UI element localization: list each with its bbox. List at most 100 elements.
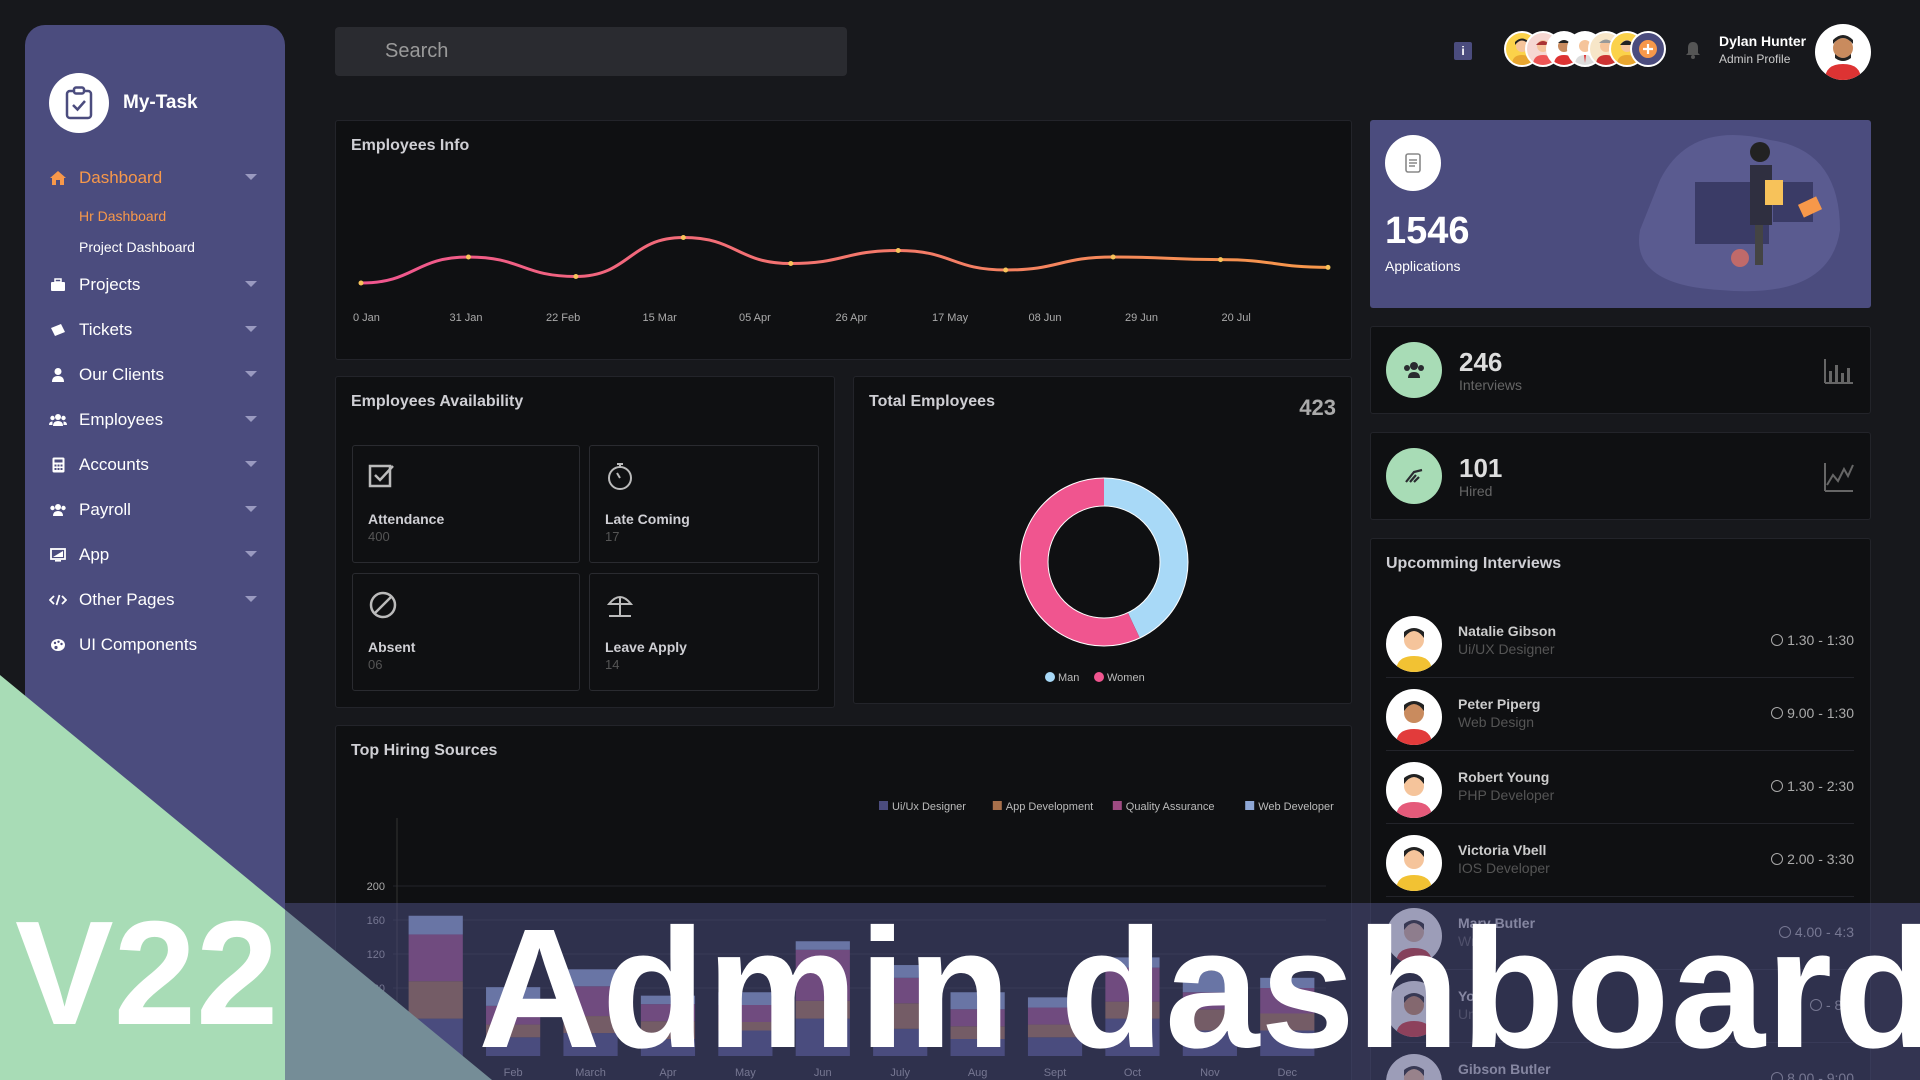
donut-outline [1019, 477, 1189, 647]
interviewee-role: Web Design [1458, 714, 1535, 730]
late-coming-label: Late Coming [605, 511, 690, 527]
attendance-box[interactable]: Attendance 400 [352, 445, 580, 563]
line-point [1218, 257, 1224, 263]
sidebar-item-label: Employees [79, 409, 164, 429]
sidebar-item-ui-components[interactable]: UI Components [25, 622, 285, 667]
user-avatar[interactable] [1815, 24, 1871, 80]
sidebar-item-employees[interactable]: Employees [25, 397, 285, 442]
legend-marker [992, 801, 1002, 810]
chevron-down-icon [245, 174, 257, 180]
chevron-down-icon [245, 326, 257, 332]
legend-label: Man [1058, 672, 1079, 684]
interviews-value: 246 [1459, 347, 1503, 377]
users-icon [49, 502, 67, 518]
users-icon [49, 412, 67, 428]
legend-label: Quality Assurance [1126, 801, 1215, 813]
sidebar-nav: Dashboard Hr Dashboard Project Dashboard… [25, 155, 285, 667]
sidebar-item-app[interactable]: App [25, 532, 285, 577]
search-input[interactable] [335, 27, 847, 76]
absent-value: 06 [368, 657, 383, 672]
legend-label: App Development [1006, 801, 1093, 813]
legend-label: Web Developer [1258, 801, 1334, 813]
x-tick-label: 26 Apr [836, 312, 868, 324]
x-tick-label: 05 Apr [739, 312, 771, 324]
sidebar-item-label: Our Clients [79, 364, 165, 384]
employees-info-chart[interactable]: 0 Jan 31 Jan 22 Feb 15 Mar 05 Apr 26 Apr 17 Ma… [336, 121, 1353, 361]
late-coming-value: 17 [605, 529, 620, 544]
interview-row[interactable]: Robert Young PHP Developer 1.30 - 2:30 [1386, 751, 1854, 824]
absent-label: Absent [368, 639, 416, 655]
code-icon [49, 592, 67, 608]
late-coming-box[interactable]: Late Coming 17 [589, 445, 819, 563]
line-point [895, 248, 901, 253]
clock-icon [1771, 707, 1784, 719]
interview-time: 9.00 - 1:30 [1771, 705, 1854, 721]
sidebar-subitem-project-dashboard[interactable]: Project Dashboard [79, 238, 195, 255]
calculator-icon [49, 457, 67, 473]
sidebar-item-label: App [79, 544, 110, 564]
clock-icon [1771, 780, 1784, 792]
sidebar-subitem-hr-dashboard[interactable]: Hr Dashboard [79, 207, 167, 224]
legend-label: Women [1107, 672, 1145, 684]
interviewee-role: PHP Developer [1458, 787, 1555, 803]
stopwatch-icon [605, 462, 635, 497]
total-employees-count: 423 [1299, 395, 1336, 420]
sidebar-item-label: Other Pages [79, 589, 175, 609]
line-point [1325, 264, 1331, 270]
interviews-card: 246 Interviews [1370, 326, 1871, 414]
sidebar-item-projects[interactable]: Projects [25, 262, 285, 307]
interview-time: 2.00 - 3:30 [1771, 851, 1854, 867]
gender-donut-chart[interactable]: Man Women [854, 377, 1353, 705]
interview-time-text: 9.00 - 1:30 [1787, 705, 1854, 721]
line-point [680, 235, 686, 240]
total-employees-card: Total Employees 423 Man Women [853, 376, 1352, 704]
donut-slice [1020, 478, 1140, 646]
sidebar-item-other-pages[interactable]: Other Pages [25, 577, 285, 622]
beach-umbrella-icon [605, 590, 635, 625]
leave-apply-box[interactable]: Leave Apply 14 [589, 573, 819, 691]
chevron-down-icon [245, 416, 257, 422]
absent-box[interactable]: Absent 06 [352, 573, 580, 691]
legend-marker [1045, 672, 1055, 682]
applications-value: 1546 [1385, 210, 1470, 252]
line-point [1003, 267, 1009, 273]
sidebar-item-payroll[interactable]: Payroll [25, 487, 285, 532]
checkbox-icon [368, 462, 396, 495]
interview-row[interactable]: Victoria Vbell IOS Developer 2.00 - 3:30 [1386, 824, 1854, 897]
interview-time-text: 1.30 - 1:30 [1787, 632, 1854, 648]
ticket-icon [49, 322, 67, 338]
sidebar-item-our-clients[interactable]: Our Clients [25, 352, 285, 397]
team-avatars[interactable] [1504, 31, 1666, 67]
bell-icon[interactable] [1684, 40, 1702, 65]
app-logo[interactable]: My-Task [49, 73, 198, 133]
line-point [1110, 254, 1116, 260]
interviewee-role: Ui/UX Designer [1458, 641, 1555, 657]
line-point [573, 274, 579, 279]
sidebar-item-dashboard[interactable]: Dashboard [25, 155, 285, 200]
sidebar-item-label: Payroll [79, 499, 131, 519]
chevron-down-icon [245, 371, 257, 377]
user-name[interactable]: Dylan Hunter [1719, 33, 1807, 49]
card-title: Employees Info [351, 137, 470, 154]
interview-row[interactable]: Natalie Gibson Ui/UX Designer 1.30 - 1:30 [1386, 605, 1854, 678]
headline-text: Admin dashboard [478, 894, 1920, 1080]
attendance-label: Attendance [368, 511, 445, 527]
sidebar-item-accounts[interactable]: Accounts [25, 442, 285, 487]
x-tick-label: 29 Jun [1125, 312, 1158, 324]
sidebar-item-tickets[interactable]: Tickets [25, 307, 285, 352]
clipboard-check-icon [49, 73, 109, 133]
donut-slice [1103, 478, 1188, 638]
ban-icon [368, 590, 398, 625]
applications-label: Applications [1385, 258, 1461, 274]
user-icon [49, 367, 67, 383]
add-member-button[interactable] [1630, 31, 1666, 67]
interviews-label: Interviews [1459, 377, 1523, 393]
hired-card: 101 Hired [1370, 432, 1871, 520]
headline-banner [285, 903, 1920, 1080]
line-series [360, 235, 1329, 285]
info-icon[interactable]: i [1454, 42, 1472, 60]
leave-apply-label: Leave Apply [605, 639, 687, 655]
chevron-down-icon [245, 281, 257, 287]
interview-row[interactable]: Peter Piperg Web Design 9.00 - 1:30 [1386, 678, 1854, 751]
